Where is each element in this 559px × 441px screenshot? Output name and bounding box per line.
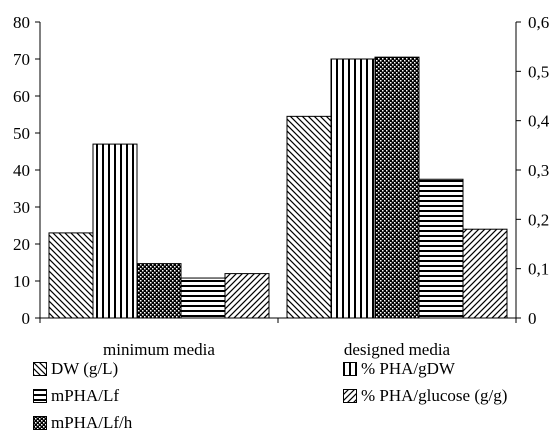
category-labels: minimum media designed media — [103, 340, 451, 359]
right-tick-label: 0,1 — [528, 260, 549, 279]
right-tick-label: 0,2 — [528, 210, 549, 229]
left-tick-label: 70 — [13, 50, 30, 69]
right-tick-label: 0 — [528, 309, 537, 328]
bar-diag-fwd-1 — [462, 228, 508, 319]
category-label: designed media — [344, 340, 451, 359]
left-tick-label: 40 — [13, 161, 30, 180]
bar-horizontal-1 — [418, 178, 464, 319]
left-tick-label: 30 — [13, 198, 30, 217]
bar-vertical-1 — [330, 58, 376, 319]
bar-horizontal-0 — [180, 277, 226, 319]
bar-checker-1 — [374, 56, 420, 319]
left-tick-label: 80 — [13, 13, 30, 32]
right-tick-label: 0,6 — [528, 13, 549, 32]
right-y-axis: 0 0,1 0,2 0,3 0,4 0,5 0,6 — [515, 13, 550, 328]
bar-diag-fwd-0 — [224, 273, 270, 319]
right-tick-label: 0,4 — [528, 112, 550, 131]
category-label: minimum media — [103, 340, 215, 359]
left-tick-label: 20 — [13, 235, 30, 254]
right-tick-label: 0,5 — [528, 62, 549, 81]
right-tick-label: 0,3 — [528, 161, 549, 180]
bar-diag-back-1 — [286, 115, 332, 319]
bar-checker-0 — [136, 263, 182, 319]
left-tick-label: 60 — [13, 87, 30, 106]
left-tick-label: 10 — [13, 272, 30, 291]
bar-diag-back-0 — [48, 232, 94, 319]
left-tick-label: 0 — [22, 309, 31, 328]
left-tick-label: 50 — [13, 124, 30, 143]
bars — [48, 56, 508, 319]
bar-vertical-0 — [92, 143, 138, 319]
